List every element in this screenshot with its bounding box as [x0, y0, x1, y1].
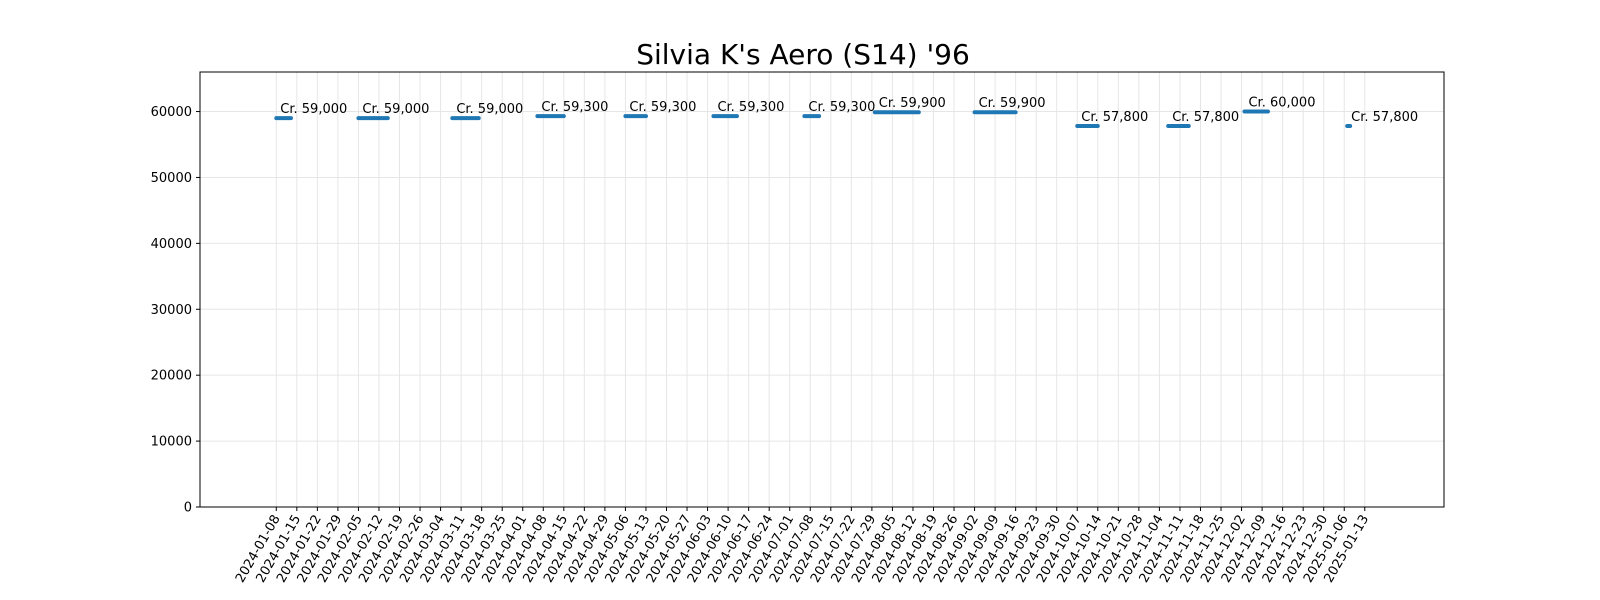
price-label: Cr. 57,800	[1351, 110, 1418, 125]
price-label: Cr. 59,900	[979, 96, 1046, 111]
price-series	[274, 109, 1353, 129]
y-axis: 0 10000 20000 30000 40000 50000 60000	[151, 105, 200, 516]
data-labels: Cr. 59,000 Cr. 59,000 Cr. 59,000 Cr. 59,300…	[280, 96, 1418, 126]
price-label: Cr. 60,000	[1248, 96, 1315, 111]
price-label: Cr. 59,300	[541, 100, 608, 115]
price-label: Cr. 59,000	[456, 102, 523, 117]
chart-title: Silvia K's Aero (S14) '96	[636, 38, 970, 71]
price-label: Cr. 59,300	[808, 100, 875, 115]
y-tick-label: 40000	[151, 237, 192, 252]
price-label: Cr. 59,300	[629, 100, 696, 115]
y-tick-label: 30000	[151, 303, 192, 318]
price-label: Cr. 59,300	[717, 100, 784, 115]
x-axis: 2024-01-082024-01-152024-01-222024-01-29…	[233, 507, 1372, 585]
price-label: Cr. 59,000	[362, 102, 429, 117]
y-tick-label: 20000	[151, 369, 192, 384]
plot-frame	[199, 71, 1445, 508]
price-label: Cr. 59,000	[280, 102, 347, 117]
y-tick-label: 50000	[151, 171, 192, 186]
price-label: Cr. 57,800	[1172, 110, 1239, 125]
price-label: Cr. 59,900	[879, 96, 946, 111]
y-tick-label: 10000	[151, 435, 192, 450]
price-label: Cr. 57,800	[1081, 110, 1148, 125]
grid	[200, 72, 1444, 508]
y-tick-label: 0	[184, 501, 192, 516]
y-tick-label: 60000	[151, 105, 192, 120]
